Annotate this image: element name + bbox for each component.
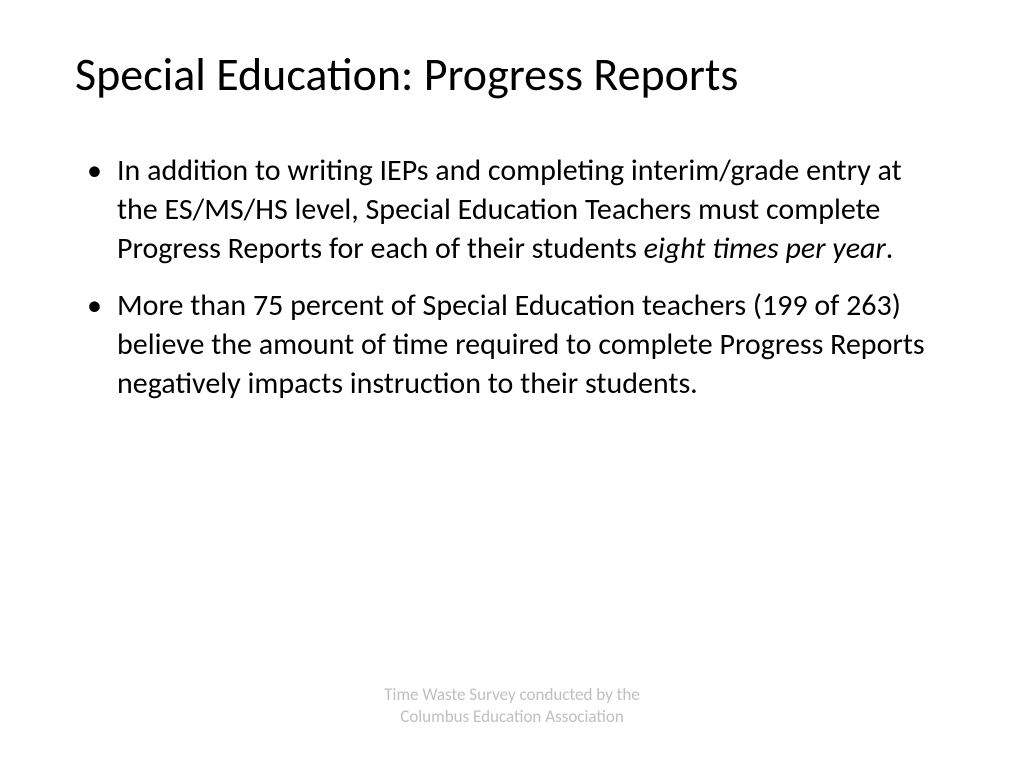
bullet-text-before: More than 75 percent of Special Educatio…: [117, 287, 925, 402]
bullet-item: More than 75 percent of Special Educatio…: [75, 286, 949, 403]
slide-title: Special Education: Progress Reports: [75, 50, 949, 101]
slide-container: Special Education: Progress Reports In a…: [0, 0, 1024, 768]
footer-line-2: Columbus Education Association: [75, 706, 949, 728]
footer-line-1: Time Waste Survey conducted by the: [75, 684, 949, 706]
bullet-text-italic: eight times per year: [644, 230, 886, 267]
bullet-list: In addition to writing IEPs and completi…: [75, 151, 949, 403]
slide-content: In addition to writing IEPs and completi…: [75, 151, 949, 684]
slide-footer: Time Waste Survey conducted by the Colum…: [75, 684, 949, 738]
bullet-text-after: .: [886, 230, 894, 267]
bullet-item: In addition to writing IEPs and completi…: [75, 151, 949, 268]
